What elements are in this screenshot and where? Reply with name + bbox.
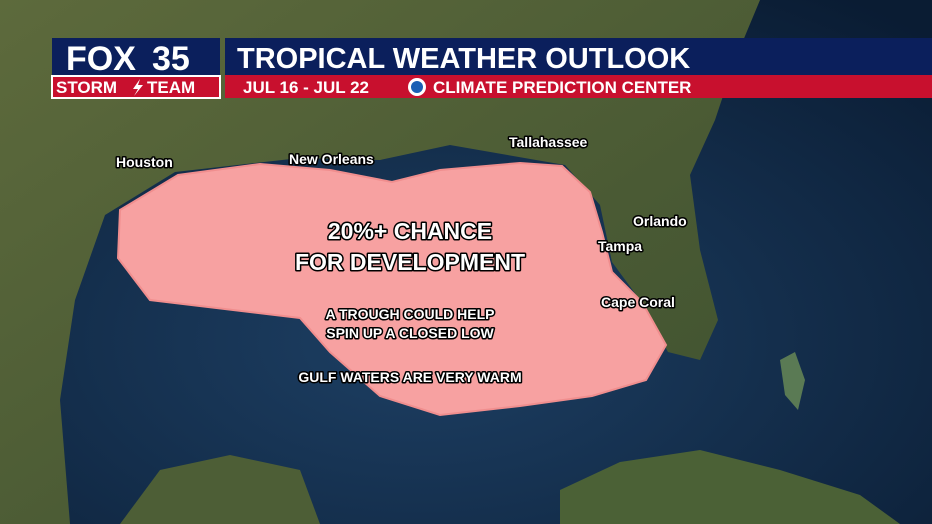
city-label: Tampa	[598, 238, 642, 254]
logo-brand: FOX	[66, 40, 136, 78]
outlook-area	[116, 161, 668, 417]
logo-bolt	[133, 79, 143, 96]
logo-team-left: STORM	[56, 78, 117, 97]
subtitle-bar	[225, 75, 932, 98]
dates: JUL 16 - JUL 22	[243, 78, 369, 97]
land	[0, 0, 760, 524]
source: CLIMATE PREDICTION CENTER	[433, 78, 691, 97]
title-bar	[225, 38, 932, 75]
outlook-note: GULF WATERS ARE VERY WARM	[298, 369, 521, 385]
logo-team-right: TEAM	[147, 78, 195, 97]
outlook-note: SPIN UP A CLOSED LOW	[326, 325, 494, 341]
city-label: Houston	[116, 154, 173, 170]
outlook-headline: 20%+ CHANCE	[328, 218, 492, 244]
outlook-note: A TROUGH COULD HELP	[325, 306, 494, 322]
city-label: Orlando	[633, 213, 687, 229]
land-yucatan	[120, 455, 320, 524]
outlook-headline: FOR DEVELOPMENT	[295, 249, 525, 275]
noaa-icon-inner	[411, 81, 423, 93]
city-label: Cape Coral	[601, 294, 675, 310]
city-label: New Orleans	[289, 151, 374, 167]
city-label: Tallahassee	[509, 134, 588, 150]
land-bahamas	[780, 352, 805, 410]
land-cuba	[560, 450, 900, 524]
title: TROPICAL WEATHER OUTLOOK	[237, 43, 690, 75]
logo-channel: 35	[152, 40, 190, 78]
logo-top	[52, 38, 220, 76]
